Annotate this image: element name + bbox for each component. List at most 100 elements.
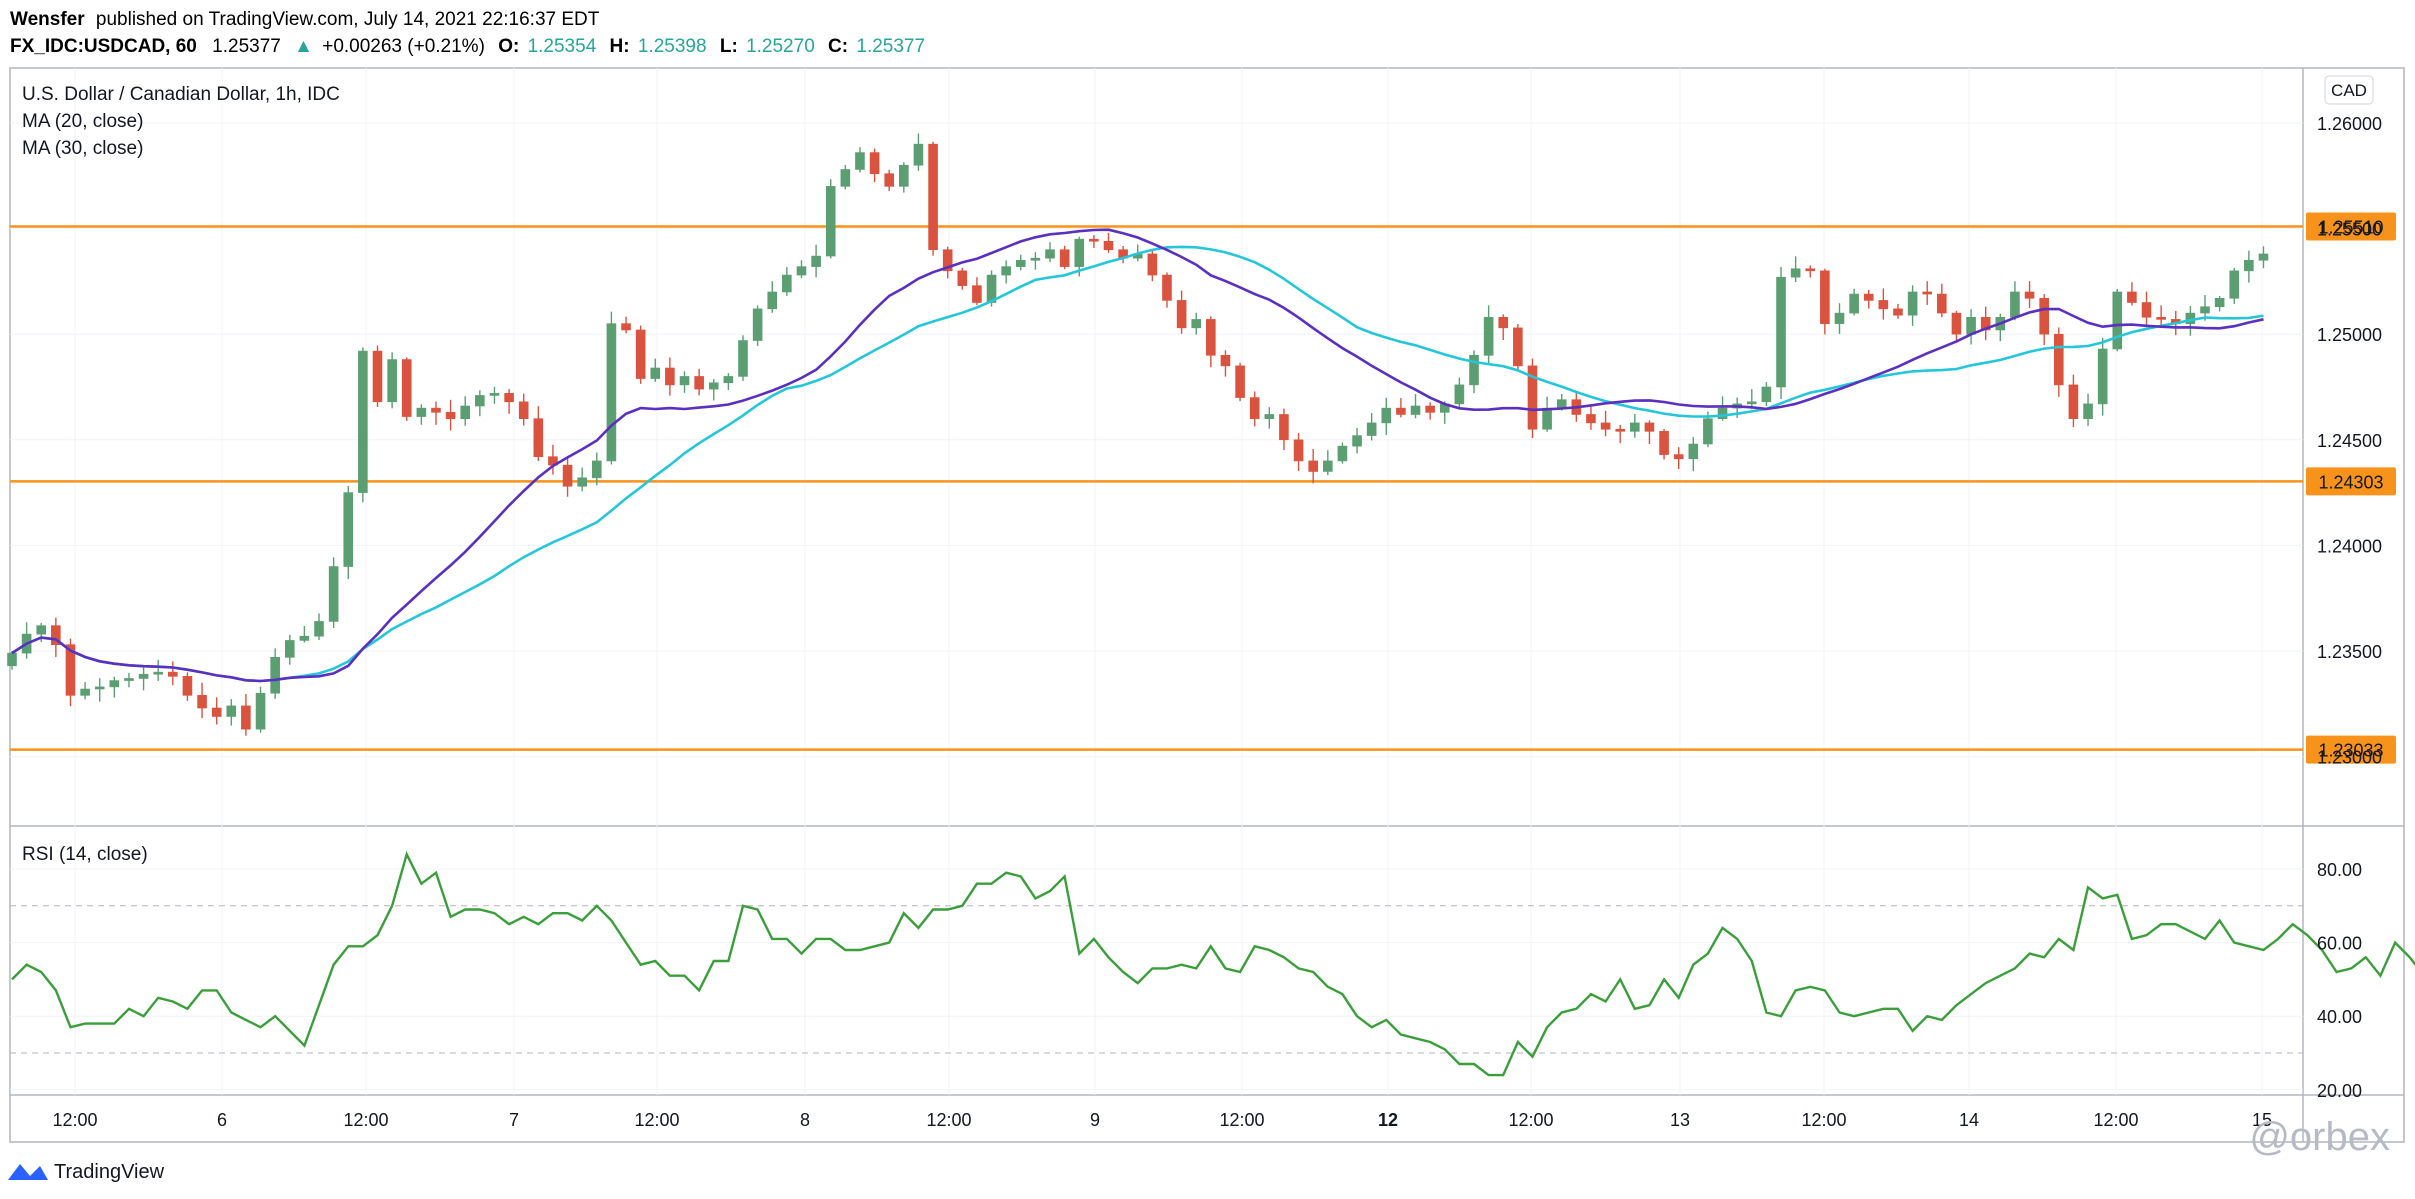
candle-body bbox=[7, 652, 17, 667]
price-tick-label: 1.25000 bbox=[2317, 325, 2382, 345]
candle-body bbox=[1235, 365, 1245, 398]
rsi-line bbox=[11, 850, 2415, 1077]
candle-body bbox=[1717, 407, 1728, 419]
candle-body bbox=[679, 376, 690, 386]
level-price-label: 1.25510 bbox=[2318, 217, 2383, 237]
time-tick-label: 12:00 bbox=[634, 1110, 679, 1130]
candle-body bbox=[226, 705, 237, 717]
candle-body bbox=[51, 625, 61, 645]
price-tick-label: 1.24000 bbox=[2317, 536, 2382, 556]
time-tick-label: 13 bbox=[1670, 1110, 1690, 1130]
candle-body bbox=[445, 412, 456, 419]
candle-body bbox=[1556, 399, 1567, 409]
candle-body bbox=[665, 367, 675, 386]
candle-body bbox=[1951, 312, 1962, 335]
moving-averages bbox=[11, 228, 2264, 683]
level-price-tag bbox=[2306, 467, 2396, 496]
candle-body bbox=[1001, 266, 1011, 276]
time-tick-label: 15 bbox=[2252, 1110, 2272, 1130]
candle-body bbox=[1805, 268, 1816, 272]
candle-body bbox=[211, 707, 222, 717]
high-value: 1.25398 bbox=[638, 36, 707, 57]
ohlc-line: FX_IDC:USDCAD, 60 1.25377 ▲ +0.00263 (+0… bbox=[10, 36, 925, 57]
candle-body bbox=[928, 143, 938, 251]
candle-body bbox=[1323, 460, 1333, 472]
time-tick-label: 12:00 bbox=[926, 1110, 971, 1130]
tradingview-logo[interactable]: TradingView bbox=[8, 1161, 165, 1183]
candle-body bbox=[2214, 297, 2225, 308]
candle-body bbox=[475, 395, 485, 407]
candle-body bbox=[1673, 454, 1684, 460]
candlestick-series bbox=[7, 133, 2269, 736]
time-tick-label: 14 bbox=[1959, 1110, 1979, 1130]
high-label: H: bbox=[610, 36, 630, 57]
candle-body bbox=[1337, 445, 1348, 462]
candle-body bbox=[1586, 414, 1596, 424]
candle-body bbox=[972, 285, 982, 303]
candle-body bbox=[168, 671, 178, 677]
ma30-line bbox=[11, 245, 2264, 683]
candle-body bbox=[1922, 291, 1933, 295]
candle-body bbox=[1381, 407, 1392, 424]
candle-body bbox=[2200, 306, 2210, 314]
candle-body bbox=[255, 692, 266, 730]
time-tick-label: 12:00 bbox=[343, 1110, 388, 1130]
candle-body bbox=[358, 350, 368, 493]
candle-body bbox=[2097, 348, 2108, 405]
candle-body bbox=[299, 635, 310, 641]
time-tick-label: 8 bbox=[800, 1110, 810, 1130]
candle-body bbox=[1498, 317, 1509, 329]
candle-body bbox=[1396, 407, 1406, 415]
candle-body bbox=[1264, 414, 1275, 419]
price-tick-label: 1.26000 bbox=[2317, 114, 2382, 134]
candle-body bbox=[1600, 422, 1611, 430]
time-tick-label: 12:00 bbox=[1219, 1110, 1264, 1130]
candle-body bbox=[1176, 300, 1187, 329]
tradingview-logo-text: TradingView bbox=[54, 1161, 165, 1183]
candle-body bbox=[1425, 405, 1435, 413]
candle-body bbox=[80, 688, 90, 696]
candle-body bbox=[1630, 422, 1640, 432]
candle-body bbox=[635, 329, 646, 379]
candle-body bbox=[1206, 319, 1216, 356]
candle-body bbox=[1703, 418, 1713, 445]
rsi-tick-label: 20.00 bbox=[2317, 1081, 2362, 1101]
candle-body bbox=[197, 695, 207, 709]
candle-body bbox=[621, 323, 631, 331]
level-price-tag bbox=[2306, 735, 2396, 764]
currency-box[interactable] bbox=[2324, 75, 2374, 105]
candle-body bbox=[1103, 240, 1114, 251]
publish-info: Wensfer published on TradingView.com, Ju… bbox=[10, 9, 600, 30]
candle-body bbox=[1893, 308, 1903, 316]
candle-body bbox=[1513, 327, 1523, 367]
candle-body bbox=[1907, 291, 1918, 316]
candle-body bbox=[2258, 253, 2269, 261]
level-price-tag bbox=[2306, 212, 2396, 241]
candle-body bbox=[1776, 276, 1786, 388]
candle-body bbox=[782, 274, 792, 293]
candle-body bbox=[796, 266, 807, 276]
candle-body bbox=[694, 376, 704, 390]
candle-body bbox=[2024, 291, 2035, 299]
candle-body bbox=[1849, 293, 1859, 314]
currency-label: CAD bbox=[2331, 81, 2367, 100]
candle-body bbox=[328, 566, 339, 622]
candle-body bbox=[36, 625, 47, 635]
candle-body bbox=[2112, 291, 2123, 350]
candle-body bbox=[1469, 355, 1479, 386]
candle-body bbox=[1863, 293, 1874, 301]
symbol-name: FX_IDC:USDCAD, 60 bbox=[10, 36, 197, 57]
candle-body bbox=[869, 152, 880, 174]
candle-body bbox=[1937, 293, 1947, 314]
candle-body bbox=[1527, 365, 1538, 430]
candle-body bbox=[270, 657, 280, 694]
close-value: 1.25377 bbox=[856, 36, 925, 57]
candle-body bbox=[650, 367, 661, 379]
candle-body bbox=[2054, 333, 2064, 386]
candle-body bbox=[855, 152, 865, 170]
support-resistance-levels: 1.25510 1.24303 1.23033 bbox=[10, 212, 2396, 764]
candle-body bbox=[153, 671, 163, 675]
rsi-legend: RSI (14, close) bbox=[22, 844, 148, 865]
candle-body bbox=[767, 291, 778, 310]
